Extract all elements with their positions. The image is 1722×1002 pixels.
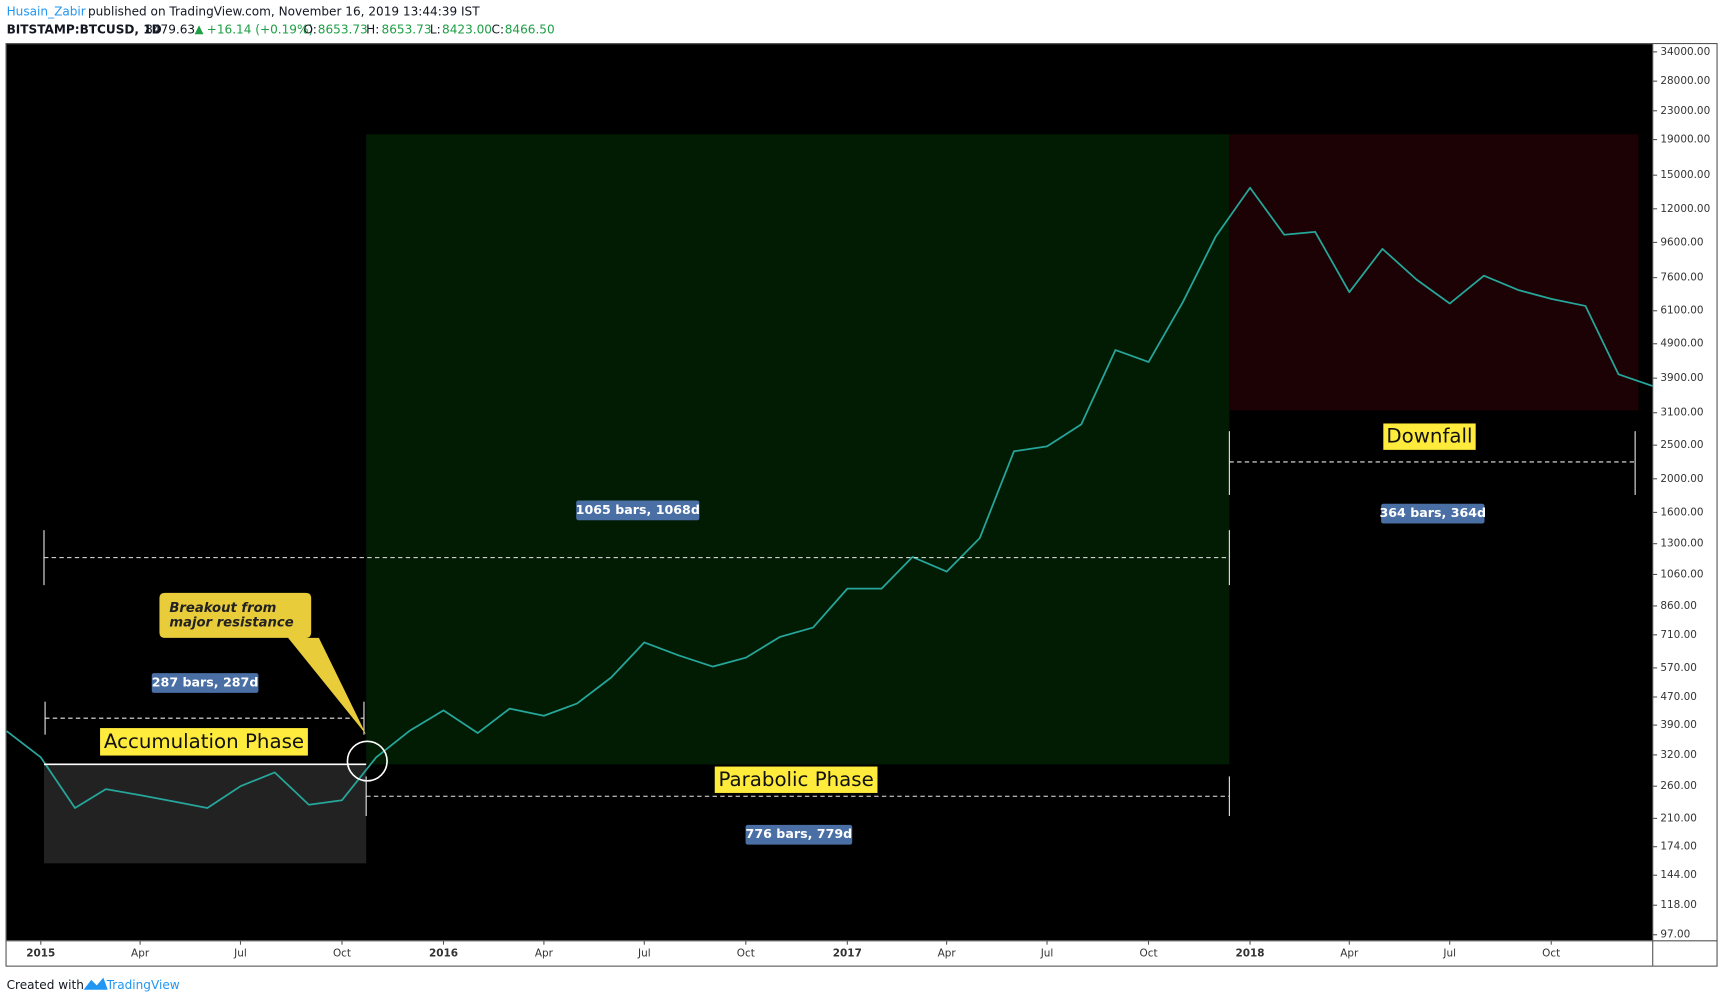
open: 8653.73 bbox=[318, 22, 368, 36]
range-accumulation: 287 bars, 287d bbox=[44, 673, 365, 735]
y-tick-label: 710.00 bbox=[1660, 629, 1697, 641]
close-label: C: bbox=[492, 22, 505, 36]
range-parabolic: 776 bars, 779d bbox=[365, 776, 1230, 845]
y-tick-label: 2000.00 bbox=[1660, 473, 1703, 485]
x-tick-label: Oct bbox=[1139, 947, 1157, 959]
high-label: H: bbox=[366, 22, 379, 36]
author[interactable]: Husain_Zabir bbox=[7, 5, 86, 19]
close: 8466.50 bbox=[505, 22, 555, 36]
x-tick-label: 2015 bbox=[26, 947, 55, 959]
y-tick-label: 320.00 bbox=[1660, 749, 1697, 761]
up-arrow bbox=[194, 25, 204, 35]
range-label: 1065 bars, 1068d bbox=[576, 502, 700, 517]
x-tick-label: 2017 bbox=[833, 947, 862, 959]
phase-label: Parabolic Phase bbox=[718, 768, 873, 791]
y-tick-label: 9600.00 bbox=[1660, 236, 1703, 248]
x-tick-label: 2018 bbox=[1235, 947, 1264, 959]
y-tick-label: 570.00 bbox=[1660, 662, 1697, 674]
symbol: BITSTAMP:BTCUSD, 1D bbox=[7, 22, 162, 36]
y-tick-label: 6100.00 bbox=[1660, 305, 1703, 317]
phase-label: Accumulation Phase bbox=[104, 730, 304, 753]
y-tick-label: 12000.00 bbox=[1660, 203, 1710, 215]
phase-box bbox=[714, 766, 878, 793]
range-box bbox=[151, 673, 259, 693]
y-tick-label: 4900.00 bbox=[1660, 338, 1703, 350]
accumulation-zone bbox=[43, 764, 367, 864]
range-downfall: 364 bars, 364d bbox=[1228, 431, 1636, 524]
downfall-zone bbox=[1229, 134, 1639, 411]
y-tick-label: 1060.00 bbox=[1660, 568, 1703, 580]
change: +16.14 (+0.19%) bbox=[207, 22, 313, 36]
brand[interactable]: TradingView bbox=[106, 978, 180, 992]
phase-box bbox=[1383, 423, 1476, 450]
price-series bbox=[6, 186, 1654, 809]
range-label: 287 bars, 287d bbox=[152, 674, 259, 689]
x-tick-label: Jul bbox=[233, 947, 247, 959]
x-tick-label: Apr bbox=[535, 947, 554, 959]
x-tick-label: Apr bbox=[938, 947, 957, 959]
y-tick-label: 2500.00 bbox=[1660, 439, 1703, 451]
price-line bbox=[6, 186, 1654, 809]
x-tick-label: Jul bbox=[637, 947, 651, 959]
brand-logo bbox=[83, 977, 108, 990]
y-tick-label: 3900.00 bbox=[1660, 372, 1703, 384]
y-tick-label: 118.00 bbox=[1660, 899, 1697, 911]
axes: 34000.00 28000.00 23000.00 19000.00 15000.00… bbox=[26, 46, 1710, 960]
y-tick-label: 23000.00 bbox=[1660, 105, 1710, 117]
range-label: 776 bars, 779d bbox=[746, 826, 853, 841]
x-tick-label: Apr bbox=[1340, 947, 1359, 959]
y-tick-label: 1300.00 bbox=[1660, 538, 1703, 550]
y-tick-label: 19000.00 bbox=[1660, 134, 1710, 146]
callout-text: Breakout from bbox=[169, 601, 276, 616]
range-box bbox=[576, 500, 700, 521]
last-price: 8479.63 bbox=[145, 22, 195, 36]
low: 8423.00 bbox=[442, 22, 492, 36]
y-tick-label: 1600.00 bbox=[1660, 506, 1703, 518]
x-tick-label: Jul bbox=[1040, 947, 1054, 959]
x-tick-label: Oct bbox=[1542, 947, 1560, 959]
y-tick-label: 97.00 bbox=[1660, 929, 1690, 941]
y-tick-label: 174.00 bbox=[1660, 841, 1697, 853]
published: published on TradingView.com, November 1… bbox=[88, 5, 480, 19]
range-label: 364 bars, 364d bbox=[1379, 505, 1486, 520]
x-tick-label: Oct bbox=[737, 947, 755, 959]
phase-box bbox=[100, 728, 308, 756]
y-tick-label: 470.00 bbox=[1660, 691, 1697, 703]
x-tick-label: Jul bbox=[1442, 947, 1456, 959]
range-box bbox=[745, 824, 853, 845]
callout bbox=[159, 592, 367, 735]
created-with: Created with bbox=[7, 978, 84, 992]
callout-text: major resistance bbox=[169, 616, 293, 631]
x-tick-label: 2016 bbox=[429, 947, 458, 959]
high: 8653.73 bbox=[382, 22, 432, 36]
y-tick-label: 860.00 bbox=[1660, 600, 1697, 612]
y-tick-label: 3100.00 bbox=[1660, 407, 1703, 419]
y-tick-label: 28000.00 bbox=[1660, 75, 1710, 87]
phase-label: Downfall bbox=[1386, 425, 1472, 448]
breakout-circle bbox=[346, 740, 388, 782]
y-tick-label: 144.00 bbox=[1660, 869, 1697, 881]
open-label: O: bbox=[303, 22, 316, 36]
parabolic-zone bbox=[366, 134, 1230, 765]
low-label: L: bbox=[430, 22, 441, 36]
y-tick-label: 15000.00 bbox=[1660, 169, 1710, 181]
range-box bbox=[1381, 503, 1485, 524]
x-tick-label: Oct bbox=[333, 947, 351, 959]
x-tick-label: Apr bbox=[131, 947, 150, 959]
y-tick-label: 210.00 bbox=[1660, 812, 1697, 824]
y-tick-label: 7600.00 bbox=[1660, 272, 1703, 284]
y-tick-label: 390.00 bbox=[1660, 719, 1697, 731]
y-tick-label: 34000.00 bbox=[1660, 46, 1710, 58]
y-tick-label: 260.00 bbox=[1660, 780, 1697, 792]
range-full: 1065 bars, 1068d bbox=[43, 500, 1230, 586]
